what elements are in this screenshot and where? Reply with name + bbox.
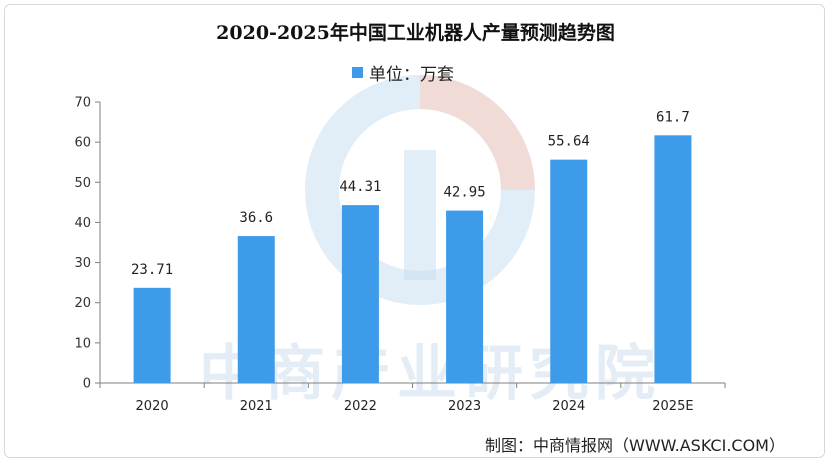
axes: 0 10 20 30 40 50 60 70: [74, 96, 726, 392]
data-label: 61.7: [656, 109, 690, 125]
data-label: 44.31: [339, 179, 381, 195]
x-tick-label: 2023: [448, 399, 481, 414]
bar: [237, 236, 275, 383]
labels: 2020 23.71 2021 36.6 2022 44.31 2023 42.95 2024 5…: [131, 109, 694, 414]
x-tick-label: 2022: [344, 399, 377, 414]
data-label: 36.6: [239, 210, 273, 226]
legend-swatch: [352, 66, 363, 78]
bar: [341, 205, 379, 383]
chart-frame: [4, 4, 825, 458]
source-note: 制图：中商情报网（WWW.ASKCI.COM）: [485, 436, 785, 455]
x-tick-label: 2024: [552, 399, 585, 414]
chart-title: 2020-2025年中国工业机器人产量预测趋势图: [216, 22, 615, 44]
y-tick-label: 40: [74, 216, 91, 231]
bar: [446, 210, 484, 383]
data-label: 42.95: [444, 185, 486, 201]
y-tick-label: 20: [74, 296, 91, 311]
y-tick-label: 50: [74, 176, 91, 191]
x-tick-label: 2020: [136, 399, 169, 414]
data-label: 55.64: [548, 134, 590, 150]
y-tick-label: 70: [74, 96, 91, 111]
legend: 单位：万套: [352, 62, 454, 85]
y-tick-label: 0: [83, 377, 91, 392]
legend-label: 单位：万套: [369, 64, 454, 85]
x-tick-label: 2025E: [652, 399, 693, 414]
bars: [133, 135, 692, 383]
y-tick-label: 60: [74, 136, 91, 151]
bar: [133, 287, 171, 383]
x-tick-label: 2021: [240, 399, 273, 414]
bar: [654, 135, 692, 383]
y-tick-label: 30: [74, 256, 91, 271]
bar: [550, 159, 588, 383]
data-label: 23.71: [131, 262, 173, 278]
y-tick-label: 10: [74, 336, 91, 351]
